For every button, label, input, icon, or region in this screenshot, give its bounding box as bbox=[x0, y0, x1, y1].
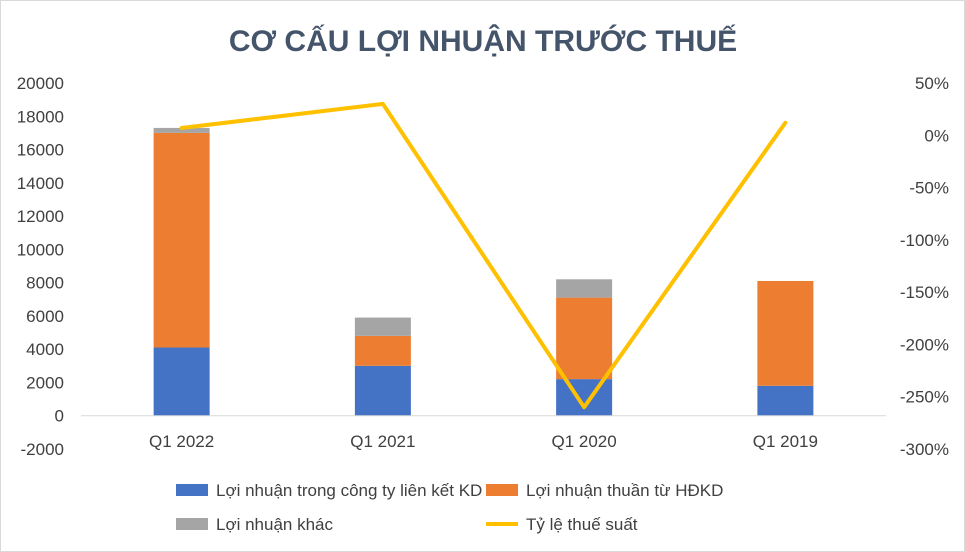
category-label-q1-2021: Q1 2021 bbox=[350, 432, 415, 451]
category-label-q1-2020: Q1 2020 bbox=[552, 432, 617, 451]
right-axis-tick: -50% bbox=[909, 179, 949, 198]
right-axis-tick: 50% bbox=[915, 74, 949, 93]
bar-loi-nhuan-thuan-tu-hdkd-q1-2022 bbox=[153, 132, 210, 348]
left-axis-tick: 4000 bbox=[26, 340, 64, 359]
legend-label: Lợi nhuận thuần từ HĐKD bbox=[526, 481, 723, 500]
legend-label: Lợi nhuận khác bbox=[216, 515, 334, 534]
legend-swatch bbox=[486, 484, 518, 496]
right-axis-tick: -100% bbox=[900, 231, 949, 250]
right-axis-tick: -250% bbox=[900, 388, 949, 407]
right-axis-tick: -150% bbox=[900, 283, 949, 302]
left-axis-tick: 2000 bbox=[26, 373, 64, 392]
legend: Lợi nhuận trong công ty liên kết KD Lợi n… bbox=[176, 481, 723, 534]
legend-swatch bbox=[176, 518, 208, 530]
bar-loi-nhuan-trong-cong-ty-lien-ket-kd-q1-2022 bbox=[153, 347, 210, 416]
left-axis-tick: 10000 bbox=[17, 240, 64, 259]
right-axis-ticks: -300% -250% -200% -150% -100% -50% 0% 50% bbox=[900, 74, 949, 459]
bar-loi-nhuan-khac-q1-2022 bbox=[153, 127, 210, 133]
bar-loi-nhuan-trong-cong-ty-lien-ket-kd-q1-2021 bbox=[354, 365, 411, 416]
legend-item-loi-nhuan-thuan-tu-hdkd: Lợi nhuận thuần từ HĐKD bbox=[486, 481, 723, 500]
line-ty-le-thue-suat bbox=[179, 101, 788, 410]
category-label-q1-2019: Q1 2019 bbox=[753, 432, 818, 451]
legend-label: Tỷ lệ thuế suất bbox=[526, 515, 638, 534]
left-axis-tick: 6000 bbox=[26, 307, 64, 326]
legend-item-loi-nhuan-trong-cong-ty-lien-ket-kd: Lợi nhuận trong công ty liên kết KD bbox=[176, 481, 482, 500]
bar-loi-nhuan-khac-q1-2021 bbox=[354, 317, 411, 336]
category-labels: Q1 2022 Q1 2021 Q1 2020 Q1 2019 bbox=[149, 432, 818, 451]
bar-loi-nhuan-trong-cong-ty-lien-ket-kd-q1-2020 bbox=[556, 379, 613, 416]
legend-swatch bbox=[176, 484, 208, 496]
bar-series bbox=[153, 127, 814, 416]
line-series bbox=[179, 101, 788, 410]
bar-loi-nhuan-thuan-tu-hdkd-q1-2019 bbox=[757, 280, 814, 386]
legend-item-loi-nhuan-khac: Lợi nhuận khác bbox=[176, 515, 334, 534]
bar-loi-nhuan-khac-q1-2020 bbox=[556, 279, 613, 298]
left-axis-tick: 8000 bbox=[26, 274, 64, 293]
left-axis-tick: 18000 bbox=[17, 107, 64, 126]
left-axis-tick: -2000 bbox=[21, 440, 64, 459]
right-axis-tick: -300% bbox=[900, 440, 949, 459]
category-label-q1-2022: Q1 2022 bbox=[149, 432, 214, 451]
left-axis-tick: 14000 bbox=[17, 174, 64, 193]
left-axis-tick: 16000 bbox=[17, 141, 64, 160]
left-axis-tick: 0 bbox=[55, 407, 64, 426]
legend-label: Lợi nhuận trong công ty liên kết KD bbox=[216, 481, 482, 500]
chart-title: CƠ CẤU LỢI NHUẬN TRƯỚC THUẾ bbox=[229, 24, 737, 58]
right-axis-tick: -200% bbox=[900, 335, 949, 354]
left-axis-tick: 12000 bbox=[17, 207, 64, 226]
left-axis-ticks: -2000 0 2000 4000 6000 8000 10000 12000 14000 160… bbox=[17, 74, 64, 459]
legend-item-ty-le-thue-suat: Tỷ lệ thuế suất bbox=[486, 515, 638, 534]
bar-loi-nhuan-thuan-tu-hdkd-q1-2020 bbox=[556, 297, 613, 380]
right-axis-tick: 0% bbox=[924, 126, 949, 145]
left-axis-tick: 20000 bbox=[17, 74, 64, 93]
bar-loi-nhuan-thuan-tu-hdkd-q1-2021 bbox=[354, 335, 411, 366]
bar-loi-nhuan-trong-cong-ty-lien-ket-kd-q1-2019 bbox=[757, 385, 814, 416]
